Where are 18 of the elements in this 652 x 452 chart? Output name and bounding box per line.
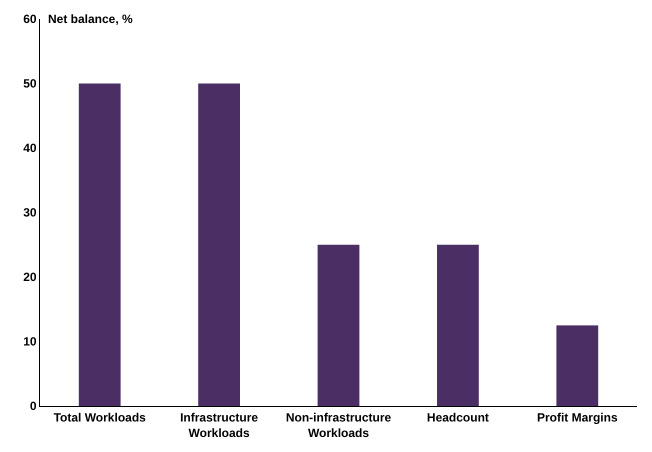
y-tick-label: 60: [23, 12, 37, 26]
x-tick-label: Profit Margins: [536, 410, 618, 424]
y-tick-label: 50: [23, 76, 37, 91]
bar: [556, 325, 598, 406]
bar: [318, 244, 360, 406]
y-tick-label: 10: [23, 334, 37, 349]
bar: [198, 84, 240, 406]
x-tick-label: Total Workloads: [54, 410, 146, 424]
x-tick-label: Headcount: [426, 410, 489, 424]
y-tick-label: 0: [30, 399, 37, 414]
y-tick-label: 30: [23, 206, 37, 220]
y-axis-title: Net balance, %: [48, 12, 134, 26]
bar: [437, 244, 479, 406]
y-tick-label: 20: [23, 270, 37, 284]
bar: [78, 84, 121, 406]
y-tick-label: 40: [23, 141, 37, 156]
x-tick-label: Non-infrastructure Workloads: [286, 410, 392, 440]
x-tick-label: Infrastructure Workloads: [180, 410, 258, 440]
